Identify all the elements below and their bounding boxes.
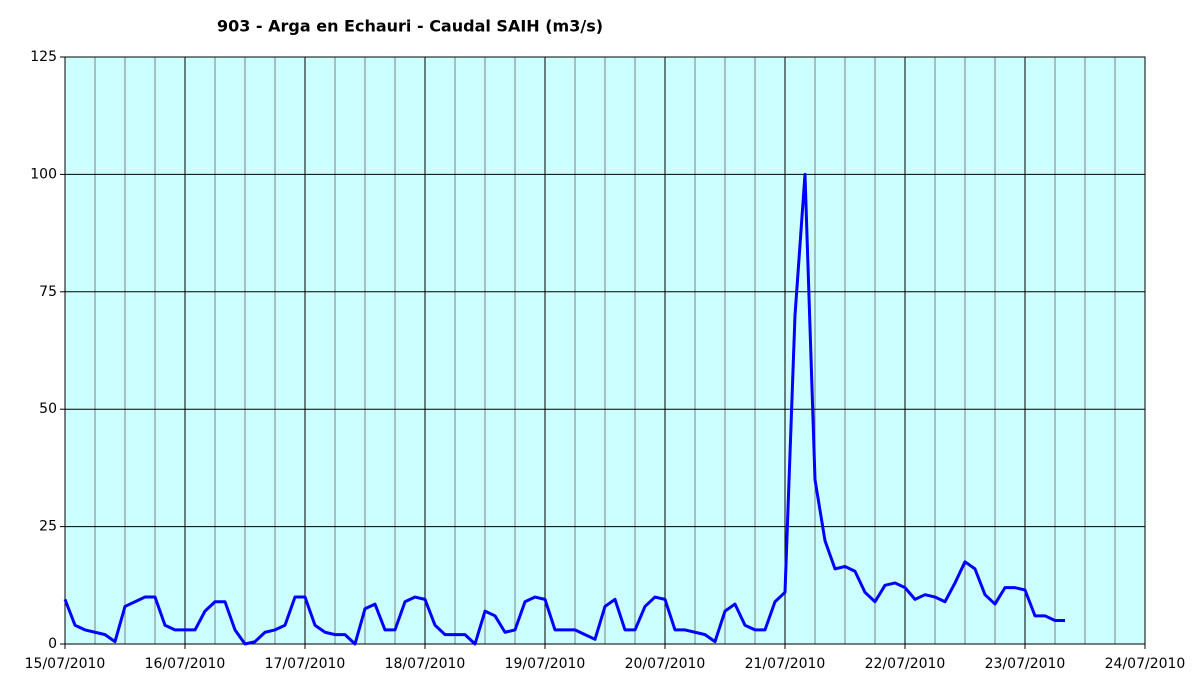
x-tick-label: 21/07/2010	[745, 656, 826, 672]
y-tick-label: 0	[48, 636, 57, 652]
y-tick-label: 75	[39, 284, 57, 300]
x-tick-label: 22/07/2010	[865, 656, 946, 672]
x-tick-label: 15/07/2010	[25, 656, 106, 672]
x-tick-label: 19/07/2010	[505, 656, 586, 672]
chart-title: 903 - Arga en Echauri - Caudal SAIH (m3/…	[217, 17, 603, 36]
x-tick-label: 16/07/2010	[145, 656, 226, 672]
x-tick-label: 17/07/2010	[265, 656, 346, 672]
x-tick-label: 24/07/2010	[1105, 656, 1186, 672]
y-tick-label: 50	[39, 401, 57, 417]
y-tick-label: 25	[39, 519, 57, 535]
y-tick-label: 125	[30, 49, 57, 65]
data-line	[63, 172, 1065, 646]
x-tick-label: 23/07/2010	[985, 656, 1066, 672]
y-tick-label: 100	[30, 166, 57, 182]
x-tick-label: 18/07/2010	[385, 656, 466, 672]
x-tick-label: 20/07/2010	[625, 656, 706, 672]
